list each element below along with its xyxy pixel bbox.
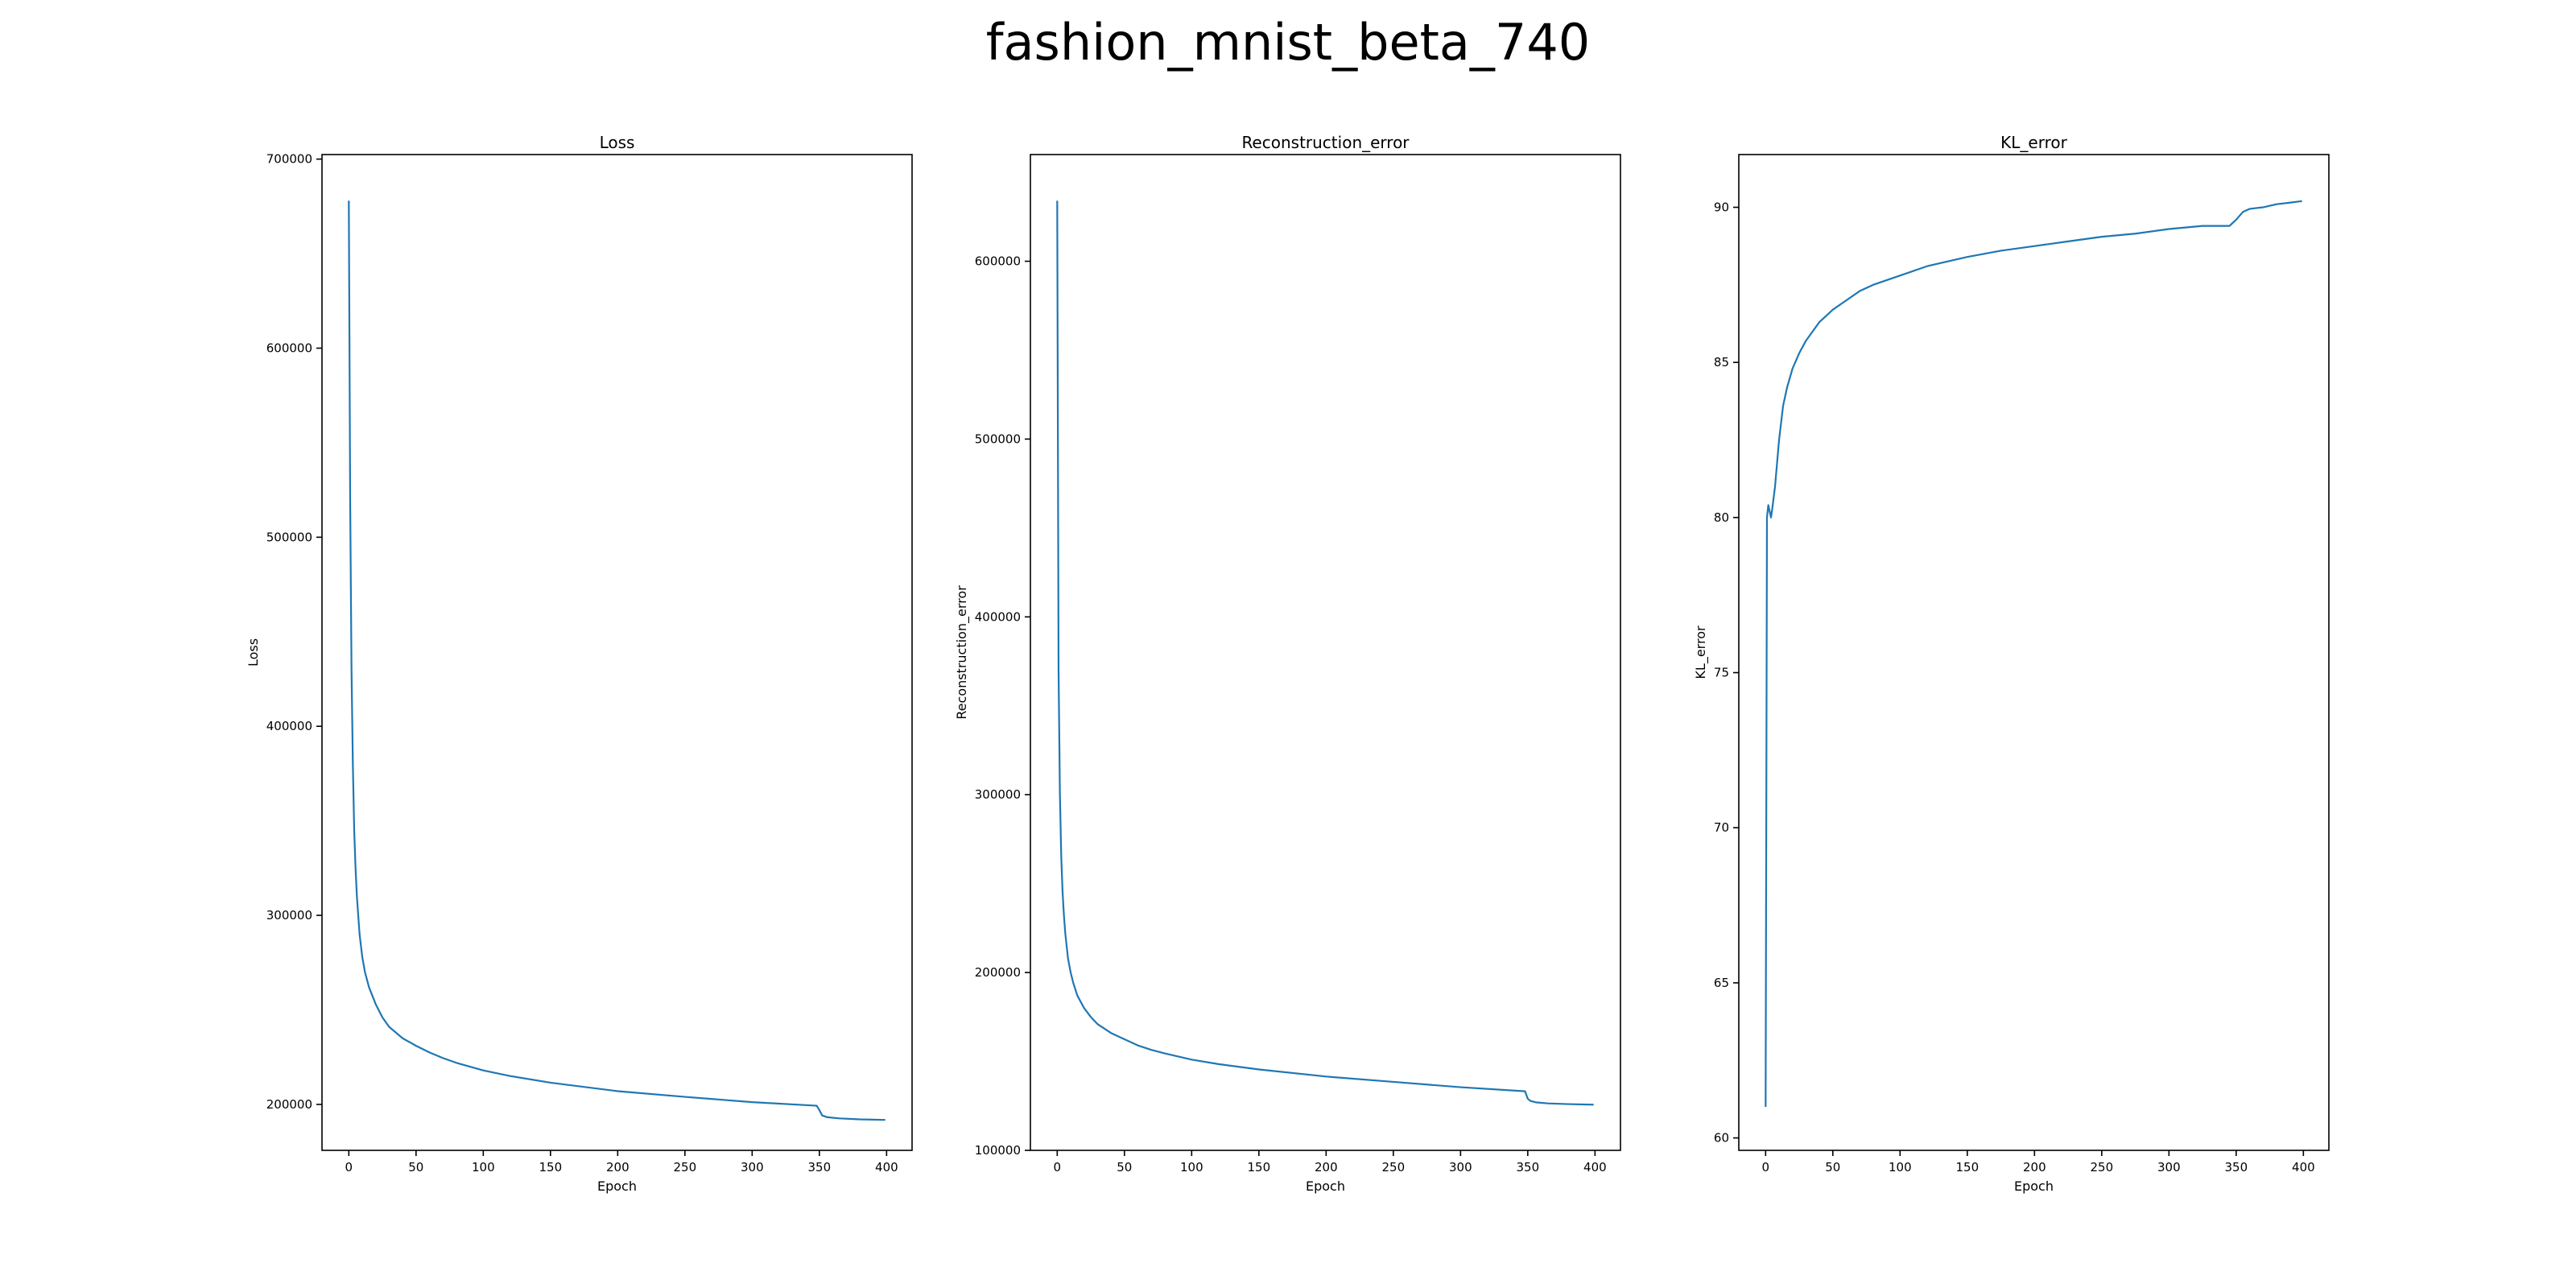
kl-error-axes-frame (1738, 154, 2330, 1151)
reconstruction-error-y-tick-label: 200000 (975, 965, 1021, 980)
loss-x-tick-label: 300 (741, 1160, 764, 1174)
reconstruction-error-y-tick-label: 300000 (975, 787, 1021, 802)
kl-error-subplot: 0 50 100 150 200 250 300 350 400 60 65 70 75 80 85 90 KL… (1693, 133, 2330, 1194)
kl-error-y-axis-label: KL_error (1693, 625, 1709, 679)
kl-error-y-tick-label: 60 (1714, 1131, 1729, 1146)
kl-error-y-tick-label: 85 (1714, 355, 1729, 369)
kl-error-subplot-title: KL_error (2000, 133, 2067, 152)
kl-error-x-tick-label: 100 (1889, 1160, 1912, 1174)
kl-error-x-tick-label: 350 (2225, 1160, 2248, 1174)
kl-error-x-tick-label: 300 (2157, 1160, 2181, 1174)
reconstruction-error-x-tick-label: 400 (1583, 1160, 1607, 1174)
kl-error-x-tick-label: 250 (2091, 1160, 2114, 1174)
loss-x-tick-label: 250 (674, 1160, 697, 1174)
loss-y-axis-label: Loss (246, 638, 261, 667)
kl-error-x-tick-label: 200 (2023, 1160, 2046, 1174)
loss-y-tick-label: 700000 (266, 152, 312, 167)
reconstruction-error-y-tick-label: 100000 (975, 1143, 1021, 1158)
reconstruction-error-x-tick-label: 250 (1382, 1160, 1406, 1174)
loss-y-tick-label: 200000 (266, 1097, 312, 1112)
loss-y-tick-label: 300000 (266, 908, 312, 923)
loss-y-tick-label: 600000 (266, 341, 312, 355)
reconstruction-error-x-tick-label: 100 (1180, 1160, 1203, 1174)
kl-error-x-tick-label: 0 (1762, 1160, 1770, 1174)
loss-series-line (348, 200, 886, 1121)
figure-title: fashion_mnist_beta_740 (986, 13, 1591, 72)
reconstruction-error-y-tick-label: 500000 (975, 431, 1021, 446)
loss-x-tick-label: 150 (539, 1160, 563, 1174)
loss-y-tick-label: 400000 (266, 719, 312, 733)
reconstruction-error-axes-frame (1030, 154, 1621, 1151)
kl-error-y-tick-label: 90 (1714, 200, 1729, 215)
loss-axes-frame (321, 154, 913, 1151)
reconstruction-error-x-tick-label: 200 (1315, 1160, 1338, 1174)
reconstruction-error-x-tick-label: 350 (1517, 1160, 1540, 1174)
kl-error-y-tick-label: 65 (1714, 976, 1729, 990)
loss-x-tick-label: 100 (472, 1160, 495, 1174)
kl-error-x-tick-label: 150 (1956, 1160, 1979, 1174)
reconstruction-error-x-tick-label: 150 (1248, 1160, 1271, 1174)
reconstruction-error-subplot: 0 50 100 150 200 250 300 350 400 100000 200000 3000… (954, 133, 1621, 1194)
kl-error-y-tick-label: 75 (1714, 666, 1729, 680)
reconstruction-error-x-tick-label: 50 (1117, 1160, 1132, 1174)
kl-error-series-line (1765, 200, 2302, 1108)
loss-y-tick-label: 500000 (266, 530, 312, 544)
reconstruction-error-y-tick-label: 400000 (975, 609, 1021, 624)
kl-error-x-axis-label: Epoch (2014, 1179, 2054, 1194)
loss-x-tick-label: 50 (408, 1160, 423, 1174)
loss-x-tick-label: 0 (345, 1160, 353, 1174)
reconstruction-error-series-line (1056, 200, 1594, 1106)
loss-subplot-title: Loss (600, 133, 635, 152)
reconstruction-error-x-tick-label: 300 (1449, 1160, 1472, 1174)
reconstruction-error-x-axis-label: Epoch (1306, 1179, 1345, 1194)
kl-error-x-tick-label: 50 (1825, 1160, 1840, 1174)
reconstruction-error-subplot-title: Reconstruction_error (1241, 133, 1410, 152)
reconstruction-error-y-tick-label: 600000 (975, 254, 1021, 269)
loss-x-tick-label: 200 (606, 1160, 630, 1174)
reconstruction-error-x-tick-label: 0 (1054, 1160, 1062, 1174)
loss-subplot: 0 50 100 150 200 250 300 350 400 200000 300000 4000… (246, 133, 913, 1194)
kl-error-x-tick-label: 400 (2292, 1160, 2315, 1174)
loss-x-tick-label: 350 (808, 1160, 832, 1174)
loss-x-tick-label: 400 (875, 1160, 898, 1174)
reconstruction-error-y-axis-label: Reconstruction_error (954, 585, 970, 720)
kl-error-y-tick-label: 70 (1714, 820, 1729, 835)
kl-error-y-tick-label: 80 (1714, 510, 1729, 525)
loss-x-axis-label: Epoch (597, 1179, 637, 1194)
